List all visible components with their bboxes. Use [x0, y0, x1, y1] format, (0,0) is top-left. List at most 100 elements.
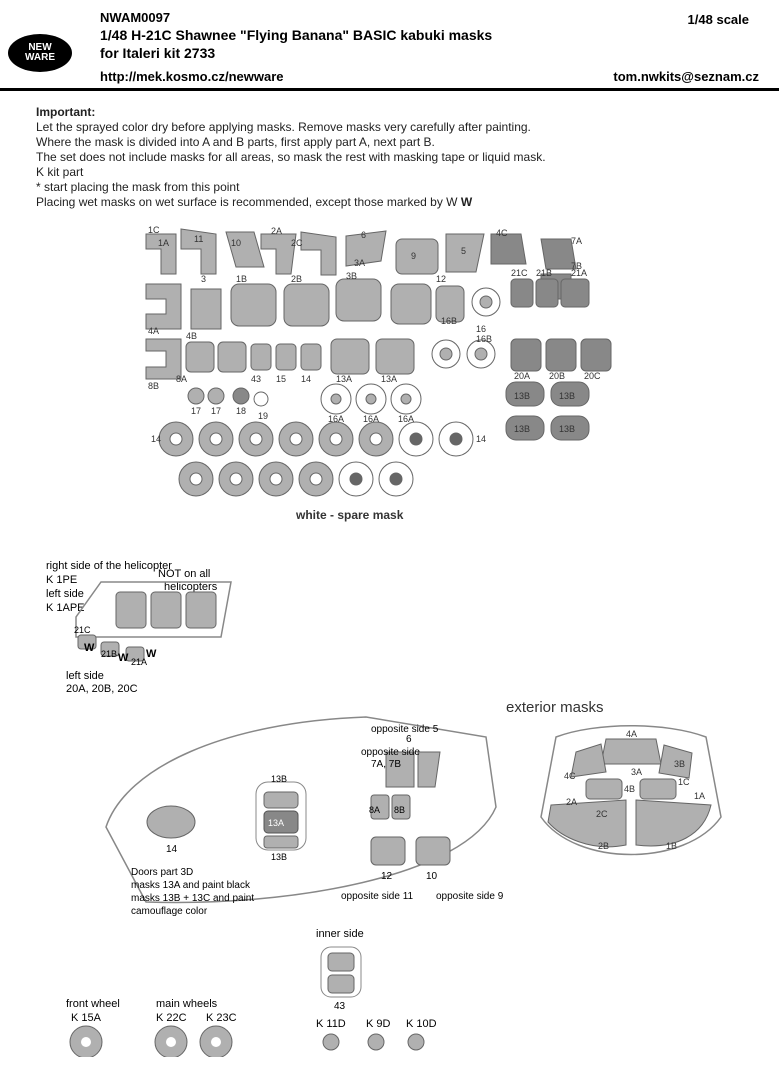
svg-text:1C: 1C	[678, 777, 690, 787]
svg-text:4A: 4A	[626, 729, 637, 739]
svg-text:16B: 16B	[441, 316, 457, 326]
important-line: Placing wet masks on wet surface is reco…	[36, 195, 743, 210]
svg-text:20A: 20A	[514, 371, 530, 381]
svg-text:left side: left side	[46, 588, 84, 600]
svg-text:2A: 2A	[271, 226, 282, 236]
svg-text:4C: 4C	[564, 771, 576, 781]
svg-text:43: 43	[251, 374, 261, 384]
svg-text:16A: 16A	[328, 414, 344, 424]
svg-text:16A: 16A	[398, 414, 414, 424]
svg-text:14: 14	[166, 844, 178, 855]
svg-text:5: 5	[461, 246, 466, 256]
svg-text:14: 14	[476, 434, 486, 444]
svg-text:1A: 1A	[694, 791, 705, 801]
svg-text:1B: 1B	[666, 841, 677, 851]
email: tom.nwkits@seznam.cz	[613, 69, 759, 84]
logo-oval: NEW WARE	[8, 34, 72, 72]
svg-text:20B: 20B	[549, 371, 565, 381]
svg-text:10: 10	[426, 871, 438, 882]
svg-text:1A: 1A	[158, 238, 169, 248]
svg-text:13B: 13B	[271, 774, 287, 784]
svg-text:8B: 8B	[148, 381, 159, 391]
svg-text:W: W	[118, 652, 129, 664]
svg-text:21A: 21A	[131, 657, 147, 667]
svg-text:6: 6	[406, 734, 412, 745]
svg-text:3: 3	[201, 274, 206, 284]
svg-text:helicopters: helicopters	[164, 581, 218, 593]
svg-text:K 15A: K 15A	[71, 1012, 102, 1024]
svg-text:left side: left side	[66, 670, 104, 682]
svg-text:4C: 4C	[496, 228, 508, 238]
svg-text:20C: 20C	[584, 371, 601, 381]
svg-text:21A: 21A	[571, 268, 587, 278]
placement-diagram: right side of the helicopter K 1PE left …	[36, 557, 743, 1057]
svg-text:4B: 4B	[624, 784, 635, 794]
svg-text:13B: 13B	[514, 391, 530, 401]
spare-label: white - spare mask	[295, 508, 404, 522]
svg-text:K 10D: K 10D	[406, 1018, 437, 1030]
svg-text:12: 12	[436, 274, 446, 284]
svg-text:4A: 4A	[148, 326, 159, 336]
svg-text:17: 17	[211, 406, 221, 416]
brand-logo: NEW WARE	[8, 18, 72, 82]
svg-text:opposite side 5: opposite side 5	[371, 724, 439, 735]
svg-text:10: 10	[231, 238, 241, 248]
svg-text:12: 12	[381, 871, 393, 882]
svg-text:13A: 13A	[381, 374, 397, 384]
svg-text:14: 14	[151, 434, 161, 444]
url: http://mek.kosmo.cz/newware	[100, 69, 284, 84]
svg-text:masks 13A and paint black: masks 13A and paint black	[131, 880, 251, 891]
important-line: The set does not include masks for all a…	[36, 150, 743, 165]
mask-sheet-diagram: 1C1A11 102A2C 695 4C7A7B 34A1B 2B3B3A 12…	[36, 224, 743, 554]
svg-text:9: 9	[411, 251, 416, 261]
svg-text:11: 11	[194, 234, 203, 244]
scale-label: 1/48 scale	[688, 12, 749, 27]
svg-text:20A, 20B, 20C: 20A, 20B, 20C	[66, 683, 138, 695]
svg-text:1B: 1B	[236, 274, 247, 284]
svg-text:16B: 16B	[476, 334, 492, 344]
svg-text:3A: 3A	[631, 767, 642, 777]
svg-text:opposite side: opposite side	[361, 747, 420, 758]
url-bar: http://mek.kosmo.cz/newware tom.nwkits@s…	[0, 67, 779, 91]
svg-text:K 9D: K 9D	[366, 1018, 391, 1030]
logo-text-bottom: WARE	[25, 53, 55, 63]
svg-text:15: 15	[276, 374, 286, 384]
svg-text:W: W	[146, 648, 157, 660]
svg-text:Doors part 3D: Doors part 3D	[131, 867, 193, 878]
svg-text:14: 14	[301, 374, 311, 384]
svg-text:43: 43	[334, 1001, 346, 1012]
svg-text:21B: 21B	[101, 649, 117, 659]
important-line: Let the sprayed color dry before applyin…	[36, 120, 743, 135]
svg-text:17: 17	[191, 406, 201, 416]
header: NEW WARE NWAM0097 1/48 H-21C Shawnee "Fl…	[0, 0, 779, 67]
product-title: 1/48 H-21C Shawnee "Flying Banana" BASIC…	[100, 27, 759, 43]
svg-text:13A: 13A	[268, 818, 284, 828]
svg-text:masks 13B + 13C and paint: masks 13B + 13C and paint	[131, 893, 254, 904]
svg-text:4B: 4B	[186, 331, 197, 341]
svg-text:21C: 21C	[511, 268, 528, 278]
svg-text:NOT on all: NOT on all	[158, 568, 210, 580]
svg-text:13B: 13B	[271, 852, 287, 862]
svg-text:13B: 13B	[559, 424, 575, 434]
svg-text:7A: 7A	[571, 236, 582, 246]
svg-text:3B: 3B	[674, 759, 685, 769]
svg-text:16A: 16A	[363, 414, 379, 424]
svg-text:2C: 2C	[291, 238, 303, 248]
sku: NWAM0097	[100, 10, 759, 25]
svg-text:opposite side 11: opposite side 11	[341, 891, 414, 902]
svg-text:19: 19	[258, 411, 268, 421]
svg-text:2C: 2C	[596, 809, 608, 819]
svg-text:W: W	[84, 642, 95, 654]
important-block: Important: Let the sprayed color dry bef…	[36, 105, 743, 210]
svg-text:2B: 2B	[291, 274, 302, 284]
svg-text:8B: 8B	[394, 805, 405, 815]
svg-text:front wheel: front wheel	[66, 998, 120, 1010]
svg-text:2B: 2B	[598, 841, 609, 851]
svg-text:8A: 8A	[369, 805, 380, 815]
important-title: Important:	[36, 105, 743, 120]
svg-text:main wheels: main wheels	[156, 998, 218, 1010]
exterior-label: exterior masks	[506, 699, 604, 716]
svg-text:K 11D: K 11D	[316, 1018, 346, 1030]
svg-text:opposite side 9: opposite side 9	[436, 891, 504, 902]
svg-text:8A: 8A	[176, 374, 187, 384]
